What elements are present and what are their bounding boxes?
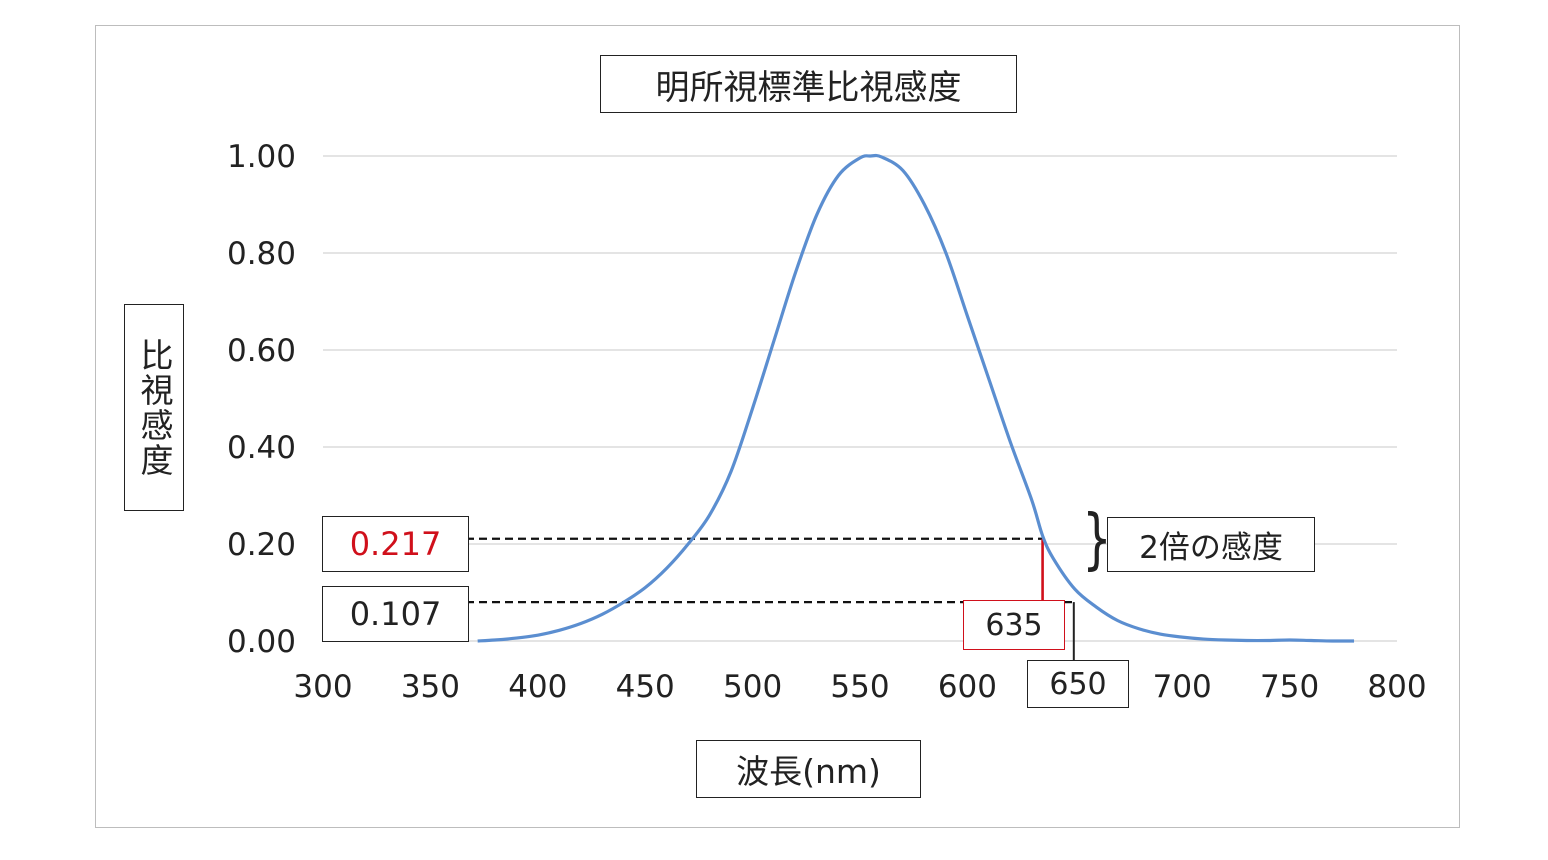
value-label-0217: 0.217 — [322, 516, 469, 572]
y-tick-labels: 0.00 0.20 0.40 0.60 0.80 1.00 — [227, 139, 296, 660]
y-tick-label: 0.00 — [227, 624, 296, 660]
ratio-label-text: 2倍の感度 — [1139, 530, 1283, 566]
wavelength-label-650-text: 650 — [1049, 666, 1107, 702]
wavelength-label-635: 635 — [963, 600, 1065, 650]
wavelength-label-650: 650 — [1027, 660, 1129, 708]
x-tick-label: 350 — [401, 669, 460, 705]
x-tick-label: 500 — [723, 669, 782, 705]
x-axis-label-text: 波長(nm) — [736, 752, 881, 791]
x-axis-label: 波長(nm) — [696, 740, 921, 798]
x-tick-label: 700 — [1153, 669, 1212, 705]
wavelength-label-635-text: 635 — [985, 607, 1043, 643]
x-tick-labels: 300 350 400 450 500 550 600 650 700 750 800 — [293, 669, 1426, 705]
y-tick-label: 1.00 — [227, 139, 296, 175]
y-axis-label: 比視感度 — [124, 304, 184, 511]
x-tick-label: 300 — [293, 669, 352, 705]
y-tick-label: 0.60 — [227, 333, 296, 369]
y-tick-label: 0.40 — [227, 430, 296, 466]
value-label-0107: 0.107 — [322, 586, 469, 642]
value-label-0217-text: 0.217 — [349, 525, 442, 563]
brace-icon: } — [1082, 500, 1112, 577]
ratio-label: 2倍の感度 — [1107, 517, 1315, 572]
x-tick-label: 450 — [616, 669, 675, 705]
series-line — [477, 153, 1355, 643]
x-tick-label: 750 — [1260, 669, 1319, 705]
y-axis-label-text: 比視感度 — [135, 337, 174, 478]
y-tick-label: 0.80 — [227, 236, 296, 272]
chart-title-text: 明所視標準比視感度 — [655, 67, 962, 108]
chart-frame — [95, 25, 1460, 828]
x-tick-label: 550 — [830, 669, 889, 705]
x-tick-label: 800 — [1367, 669, 1426, 705]
y-tick-label: 0.20 — [227, 527, 296, 563]
x-tick-label: 600 — [938, 669, 997, 705]
x-tick-label: 400 — [508, 669, 567, 705]
chart-title: 明所視標準比視感度 — [600, 55, 1017, 113]
value-label-0107-text: 0.107 — [349, 595, 442, 633]
